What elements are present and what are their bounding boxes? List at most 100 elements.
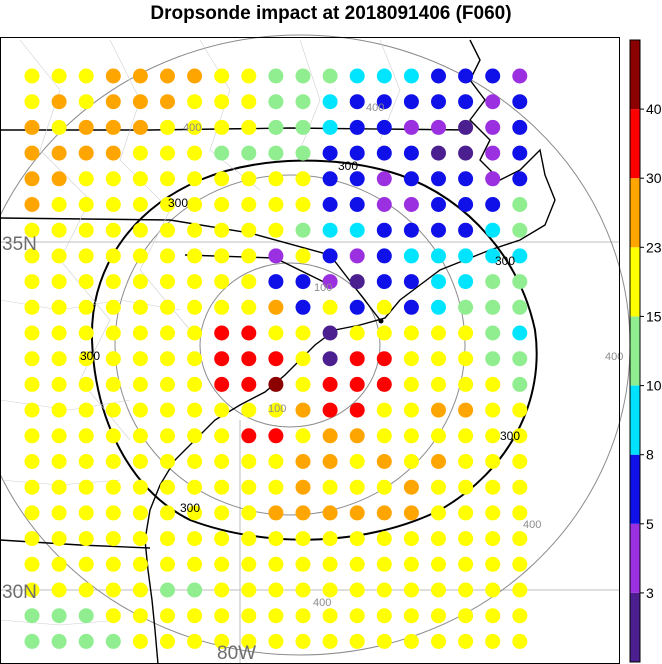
- colorbar-tick-label: 10: [646, 378, 662, 394]
- impact-dot: [295, 633, 311, 649]
- impact-dot: [132, 299, 148, 315]
- impact-dot: [132, 274, 148, 290]
- impact-dot: [431, 68, 446, 84]
- impact-dot: [51, 94, 67, 110]
- impact-dot: [51, 351, 67, 367]
- impact-dot: [322, 633, 338, 649]
- colorbar-segment: [630, 109, 640, 179]
- impact-dot: [349, 222, 365, 238]
- impact-dot: [376, 479, 392, 495]
- impact-dot: [51, 633, 67, 649]
- impact-dot: [322, 479, 338, 495]
- impact-dot: [295, 68, 311, 84]
- impact-dot: [24, 531, 40, 547]
- impact-dot: [485, 299, 501, 315]
- impact-dot: [214, 479, 230, 495]
- impact-dot: [512, 274, 528, 290]
- impact-dot: [105, 582, 121, 598]
- impact-dot: [349, 171, 365, 187]
- colorbar-tick-label: 5: [646, 516, 654, 532]
- impact-dot: [187, 351, 203, 367]
- impact-dot: [512, 222, 528, 238]
- impact-dot: [295, 376, 311, 392]
- ring-label-400a: 400: [183, 122, 201, 134]
- impact-dot: [458, 608, 474, 624]
- impact-dot: [78, 351, 94, 367]
- impact-dot: [160, 248, 175, 264]
- impact-dot: [376, 376, 392, 392]
- impact-dot: [403, 94, 419, 110]
- impact-dot: [485, 94, 501, 110]
- impact-dot: [322, 351, 338, 367]
- impact-dot: [160, 582, 175, 598]
- impact-dot: [403, 608, 419, 624]
- impact-dot: [458, 505, 474, 521]
- impact-dot: [349, 531, 365, 547]
- impact-dot: [51, 222, 67, 238]
- impact-dot: [51, 479, 67, 495]
- impact-dot: [78, 197, 94, 212]
- impact-dot: [187, 119, 203, 135]
- impact-dot: [132, 351, 148, 367]
- impact-dot: [51, 248, 67, 264]
- impact-dot: [431, 351, 446, 367]
- colorbar-segment: [630, 592, 640, 662]
- impact-dot: [187, 531, 203, 547]
- impact-dot: [403, 171, 419, 187]
- impact-dot: [268, 325, 284, 341]
- impact-dot: [268, 633, 284, 649]
- impact-dot: [241, 68, 257, 84]
- impact-dot: [214, 299, 230, 315]
- impact-dot: [322, 505, 338, 521]
- impact-dot: [431, 376, 446, 392]
- contour-label-a: 300: [338, 159, 358, 173]
- impact-dot: [78, 325, 94, 341]
- impact-dot: [295, 171, 311, 187]
- ring-label-400d: 400: [523, 519, 541, 531]
- impact-dot: [431, 248, 446, 264]
- impact-dot: [24, 556, 40, 572]
- impact-dot: [322, 145, 338, 161]
- impact-dot: [78, 556, 94, 572]
- colorbar-segment: [630, 247, 640, 317]
- impact-dot: [349, 299, 365, 315]
- impact-dot: [295, 145, 311, 161]
- impact-dot: [295, 94, 311, 110]
- impact-dot: [512, 376, 528, 392]
- impact-dot: [295, 505, 311, 521]
- impact-dot: [187, 171, 203, 187]
- impact-dot: [241, 145, 257, 161]
- impact-dot: [431, 556, 446, 572]
- contour-labels: 300 300 300 300 300 300: [80, 159, 520, 515]
- impact-dot: [241, 197, 257, 212]
- impact-dot: [322, 94, 338, 110]
- impact-dot: [160, 325, 175, 341]
- impact-dot: [187, 94, 203, 110]
- impact-dot: [24, 197, 40, 212]
- ring-label-400b: 400: [366, 102, 384, 114]
- impact-dot: [78, 454, 94, 469]
- colorbar-segment: [630, 178, 640, 248]
- impact-dot: [51, 556, 67, 572]
- impact-dot: [160, 145, 175, 161]
- impact-dot: [214, 633, 230, 649]
- colorbar-tick-label: 40: [646, 101, 662, 117]
- impact-dot: [485, 556, 501, 572]
- impact-dot: [160, 376, 175, 392]
- impact-dot: [24, 633, 40, 649]
- impact-dot: [485, 351, 501, 367]
- impact-dot: [376, 505, 392, 521]
- impact-dot: [322, 222, 338, 238]
- impact-dot: [105, 171, 121, 187]
- impact-dot: [295, 119, 311, 135]
- impact-dot: [349, 325, 365, 341]
- impact-dot: [485, 454, 501, 469]
- impact-dot: [295, 428, 311, 444]
- impact-dot: [268, 351, 284, 367]
- impact-dot: [268, 376, 284, 392]
- contour-label-f: 300: [180, 501, 200, 515]
- ring-label-400e: 400: [313, 597, 331, 609]
- impact-dot: [512, 325, 528, 341]
- impact-dot: [132, 325, 148, 341]
- impact-dot: [187, 428, 203, 444]
